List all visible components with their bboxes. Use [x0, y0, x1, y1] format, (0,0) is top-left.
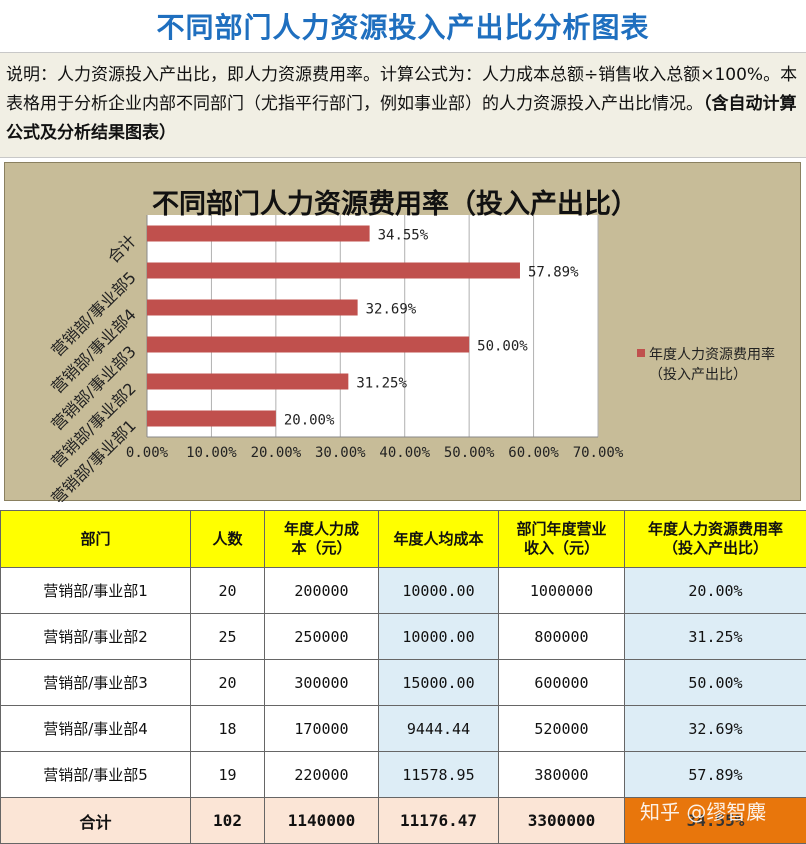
cell-dept[interactable]: 营销部/事业部1	[1, 568, 191, 614]
cell-cost[interactable]: 170000	[265, 706, 379, 752]
cell-avg[interactable]: 9444.44	[379, 706, 499, 752]
cell-revenue[interactable]: 1000000	[499, 568, 625, 614]
x-tick-label: 0.00%	[126, 445, 169, 461]
cell-revenue[interactable]: 380000	[499, 752, 625, 798]
x-tick-label: 40.00%	[379, 445, 430, 461]
description-box: 说明：人力资源投入产出比，即人力资源费用率。计算公式为：人力成本总额÷销售收入总…	[0, 53, 806, 158]
cell-avg[interactable]: 11578.95	[379, 752, 499, 798]
cell-cost[interactable]: 300000	[265, 660, 379, 706]
chart-title: 不同部门人力资源费用率（投入产出比）	[152, 188, 638, 220]
data-label: 20.00%	[284, 413, 335, 429]
bar	[147, 226, 370, 242]
cell-avg[interactable]: 10000.00	[379, 614, 499, 660]
x-tick-label: 10.00%	[186, 445, 237, 461]
cell-count[interactable]: 20	[191, 568, 265, 614]
data-table: 部门 人数 年度人力成本（元） 年度人均成本 部门年度营业收入（元） 年度人力资…	[0, 510, 806, 844]
data-label: 31.25%	[356, 376, 407, 392]
cell-count[interactable]: 25	[191, 614, 265, 660]
category-label: 合计	[104, 231, 140, 267]
cell-dept[interactable]: 营销部/事业部5	[1, 752, 191, 798]
cell-rate[interactable]: 57.89%	[625, 752, 806, 798]
table-header-row: 部门 人数 年度人力成本（元） 年度人均成本 部门年度营业收入（元） 年度人力资…	[1, 511, 806, 568]
cell-cost[interactable]: 250000	[265, 614, 379, 660]
cell-revenue[interactable]: 600000	[499, 660, 625, 706]
header-dept: 部门	[1, 511, 191, 568]
x-tick-label: 30.00%	[315, 445, 366, 461]
cell-avg[interactable]: 10000.00	[379, 568, 499, 614]
cell-dept[interactable]: 合计	[1, 798, 191, 844]
cell-rate[interactable]: 20.00%	[625, 568, 806, 614]
cell-rate[interactable]: 32.69%	[625, 706, 806, 752]
header-revenue: 部门年度营业收入（元）	[499, 511, 625, 568]
cell-rate[interactable]: 31.25%	[625, 614, 806, 660]
cell-rate[interactable]: 50.00%	[625, 660, 806, 706]
cell-revenue[interactable]: 3300000	[499, 798, 625, 844]
legend-label: 年度人力资源费用率	[649, 346, 775, 363]
cell-dept[interactable]: 营销部/事业部2	[1, 614, 191, 660]
bar	[147, 300, 358, 316]
cell-count[interactable]: 20	[191, 660, 265, 706]
data-label: 34.55%	[378, 228, 429, 244]
header-cost: 年度人力成本（元）	[265, 511, 379, 568]
title-bar: 不同部门人力资源投入产出比分析图表	[0, 0, 806, 53]
plot-area	[147, 215, 598, 437]
cell-count[interactable]: 19	[191, 752, 265, 798]
data-label: 57.89%	[528, 265, 579, 281]
watermark: 知乎 @缪智麋	[640, 796, 766, 825]
header-rate: 年度人力资源费用率（投入产出比）	[625, 511, 806, 568]
chart-container[interactable]: 0.00% 10.00% 20.00% 30.00% 40.00% 50.00% 60.00…	[4, 162, 801, 501]
header-avg: 年度人均成本	[379, 511, 499, 568]
legend-label-sub: （投入产出比）	[649, 367, 747, 383]
bar-chart: 0.00% 10.00% 20.00% 30.00% 40.00% 50.00% 60.00…	[5, 163, 802, 502]
bar	[147, 263, 520, 279]
x-tick-label: 20.00%	[251, 445, 302, 461]
data-label: 50.00%	[477, 339, 528, 355]
bar	[147, 337, 469, 353]
cell-cost[interactable]: 200000	[265, 568, 379, 614]
cell-dept[interactable]: 营销部/事业部4	[1, 706, 191, 752]
cell-avg[interactable]: 15000.00	[379, 660, 499, 706]
cell-avg[interactable]: 11176.47	[379, 798, 499, 844]
data-label: 32.69%	[366, 302, 417, 318]
cell-revenue[interactable]: 520000	[499, 706, 625, 752]
legend-swatch	[637, 349, 645, 357]
x-tick-label: 50.00%	[444, 445, 495, 461]
description-text: 说明：人力资源投入产出比，即人力资源费用率。计算公式为：人力成本总额÷销售收入总…	[6, 65, 797, 114]
cell-cost[interactable]: 220000	[265, 752, 379, 798]
cell-cost[interactable]: 1140000	[265, 798, 379, 844]
cell-dept[interactable]: 营销部/事业部3	[1, 660, 191, 706]
x-tick-label: 60.00%	[508, 445, 559, 461]
cell-count[interactable]: 18	[191, 706, 265, 752]
bar	[147, 411, 276, 427]
x-tick-label: 70.00%	[573, 445, 624, 461]
cell-count[interactable]: 102	[191, 798, 265, 844]
page-title: 不同部门人力资源投入产出比分析图表	[156, 6, 649, 46]
header-count: 人数	[191, 511, 265, 568]
bar	[147, 374, 348, 390]
cell-revenue[interactable]: 800000	[499, 614, 625, 660]
